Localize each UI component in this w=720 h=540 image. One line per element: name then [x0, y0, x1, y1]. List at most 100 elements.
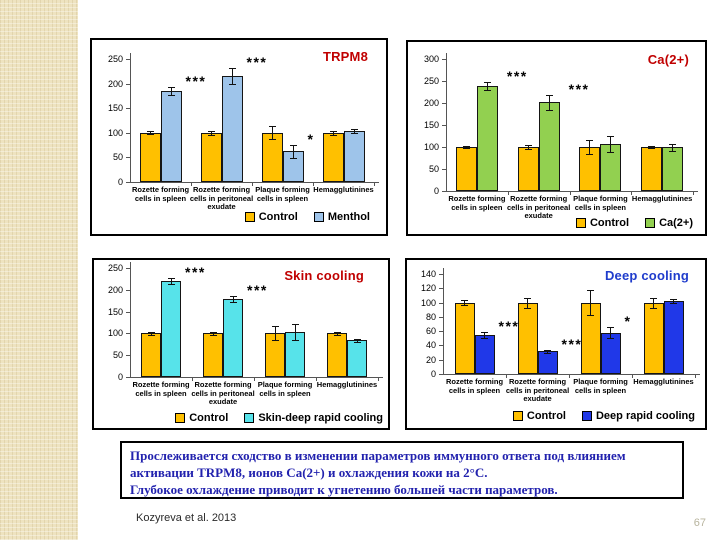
y-tick-label: 300 [423, 54, 439, 64]
y-tick-mark [126, 182, 130, 183]
error-bar-cap [271, 340, 279, 342]
y-tick-mark [126, 377, 130, 378]
legend-label: Control [258, 211, 298, 223]
x-tick-mark [252, 183, 253, 186]
error-bar-cap [587, 290, 594, 292]
y-tick-label: 0 [117, 177, 123, 187]
bar-skin-deep-rapid-cooling [347, 340, 367, 377]
x-axis-line [130, 182, 379, 183]
error-bar-line [653, 297, 654, 308]
bar-ca-2- [476, 86, 498, 191]
category-label: Plaque forming cells in spleen [573, 377, 628, 395]
y-tick-mark [126, 333, 130, 335]
bar-menthol [160, 90, 182, 182]
error-bar-line [548, 94, 550, 110]
legend-swatch [575, 218, 586, 228]
error-bar-cap [524, 145, 532, 147]
y-tick-label: 60 [425, 326, 436, 337]
error-bar-cap [669, 144, 677, 146]
legend-label: Deep rapid cooling [595, 410, 695, 422]
x-axis-line [443, 374, 700, 375]
y-tick-mark [442, 125, 446, 126]
y-tick-label: 120 [420, 283, 436, 294]
summary-line: Прослеживается сходство в изменении пара… [130, 448, 626, 463]
error-bar-cap [353, 339, 361, 341]
y-tick-mark [126, 289, 130, 291]
error-bar-line [651, 145, 653, 149]
legend-label: Ca(2+) [659, 217, 693, 229]
error-bar-cap [586, 140, 594, 142]
legend-swatch [512, 411, 523, 421]
category-label: Rozette forming cells in spleen [448, 194, 506, 212]
y-tick-mark [439, 316, 443, 318]
y-tick-label: 0 [430, 369, 436, 379]
y-tick-label: 50 [112, 152, 123, 163]
y-tick-label: 20 [425, 354, 436, 365]
error-bar-cap [271, 326, 279, 328]
y-axis-line [443, 268, 444, 374]
error-bar-cap [147, 335, 155, 337]
x-axis-line [130, 377, 383, 378]
chart-title: TRPM8 [322, 49, 368, 64]
error-bar-line [274, 326, 276, 341]
category-label: Hemagglutinines [631, 194, 693, 203]
error-bar-line [294, 324, 296, 340]
error-bar-line [231, 68, 233, 85]
bar-control [139, 132, 161, 182]
page-number: 67 [693, 517, 706, 529]
chart-title: Skin cooling [284, 268, 364, 283]
error-bar-line [232, 296, 234, 303]
error-bar-cap [607, 151, 615, 153]
error-bar-cap [350, 133, 358, 135]
legend-label: Menthol [327, 211, 370, 223]
legend-label: Skin-deep rapid cooling [258, 412, 383, 424]
error-bar-cap [167, 94, 175, 96]
category-label: Rozette forming cells in peritoneal exud… [189, 185, 254, 212]
significance-stars: *** [506, 68, 528, 85]
error-bar-cap [607, 326, 614, 328]
legend-swatch [313, 212, 324, 222]
bar-skin-deep-rapid-cooling [161, 281, 181, 377]
bar-control [322, 132, 344, 182]
legend-item: Control [175, 412, 228, 424]
error-bar-cap [229, 302, 237, 304]
y-tick-label: 140 [420, 269, 436, 279]
citation-text: Kozyreva et al. 2013 [136, 512, 237, 524]
error-bar-line [271, 126, 273, 140]
bar-control [517, 302, 538, 374]
error-bar-line [672, 144, 674, 151]
bar-control [454, 302, 475, 374]
y-tick-label: 200 [107, 78, 123, 89]
bar-deep-rapid-cooling [663, 301, 684, 374]
y-axis-line [130, 53, 131, 182]
error-bar-cap [461, 305, 468, 307]
bar-control [203, 333, 223, 377]
x-tick-mark [632, 375, 633, 378]
legend-swatch [244, 413, 255, 423]
error-bar-cap [586, 153, 594, 155]
error-bar-cap [545, 94, 553, 96]
y-tick-mark [442, 191, 446, 192]
y-tick-mark [126, 157, 130, 159]
category-label: Rozette forming cells in spleen [131, 185, 190, 203]
y-tick-mark [442, 147, 446, 148]
y-tick-label: 150 [107, 103, 123, 114]
y-tick-label: 100 [107, 127, 123, 138]
y-tick-mark [442, 103, 446, 104]
error-bar-cap [207, 130, 215, 132]
y-tick-mark [126, 132, 130, 134]
error-bar-cap [333, 331, 341, 333]
bar-control [641, 147, 663, 191]
error-bar-line [486, 82, 488, 91]
chart-legend: Control Deep rapid cooling [512, 410, 695, 422]
category-label: Rozette forming cells in peritoneal exud… [505, 377, 570, 404]
y-tick-label: 100 [420, 297, 436, 308]
error-bar-cap [291, 324, 299, 326]
error-bar-cap [268, 126, 276, 128]
summary-line: Глубокое охлаждение приводит к угнетению… [130, 482, 558, 498]
bar-deep-rapid-cooling [474, 334, 495, 374]
category-label: Plaque forming cells in spleen [573, 194, 628, 212]
y-axis-line [446, 53, 447, 191]
y-tick-mark [442, 59, 446, 60]
error-bar-cap [650, 297, 657, 299]
